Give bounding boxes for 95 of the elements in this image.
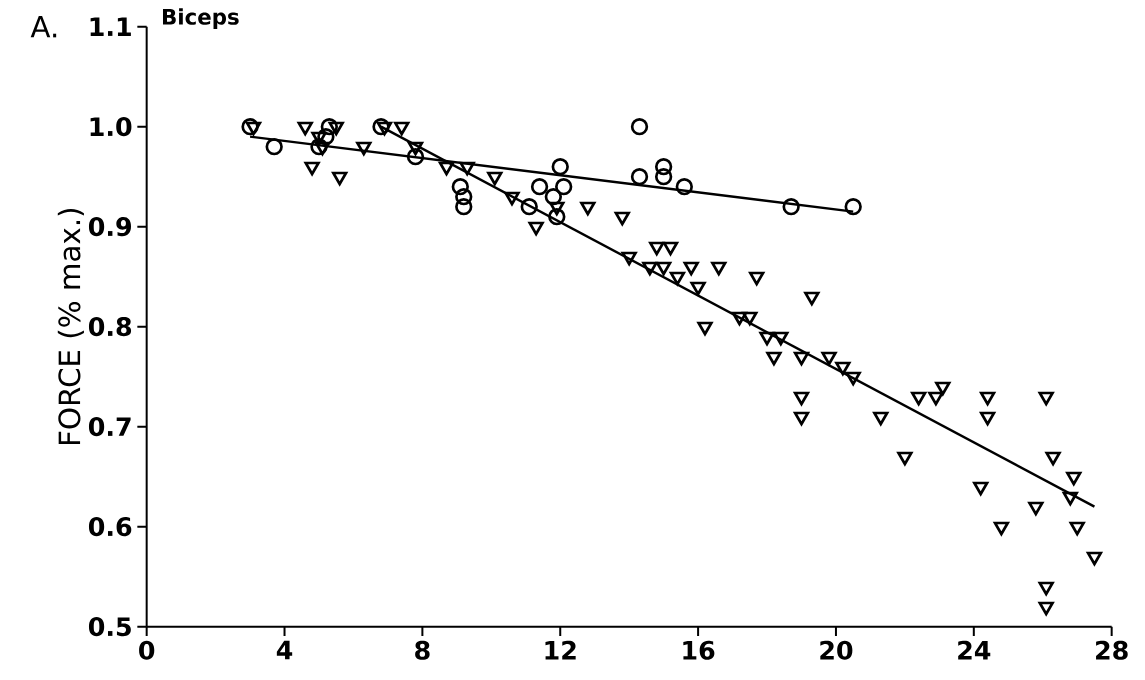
point bbox=[544, 187, 563, 206]
point bbox=[993, 521, 1010, 536]
point bbox=[773, 331, 789, 346]
point bbox=[979, 391, 996, 406]
point bbox=[394, 121, 410, 136]
point bbox=[821, 351, 837, 366]
point bbox=[1038, 601, 1054, 616]
point bbox=[451, 177, 469, 196]
y-tick-label: 1.1 bbox=[90, 17, 131, 36]
point bbox=[297, 121, 313, 136]
y-tick-label: 0.6 bbox=[88, 517, 132, 537]
y-axis-title: FORCE (% max.) bbox=[57, 208, 84, 445]
point bbox=[459, 161, 475, 176]
point bbox=[520, 197, 538, 216]
point bbox=[504, 191, 520, 206]
point bbox=[697, 321, 713, 336]
point bbox=[766, 351, 782, 366]
point bbox=[845, 371, 861, 386]
point bbox=[804, 291, 820, 306]
point bbox=[654, 167, 673, 186]
y-tick-label: 0.5 bbox=[88, 617, 131, 637]
point bbox=[690, 281, 706, 296]
point bbox=[1066, 471, 1082, 486]
point bbox=[320, 117, 338, 136]
point bbox=[614, 211, 630, 226]
y-tick-label: 0.7 bbox=[88, 417, 131, 437]
point bbox=[372, 117, 390, 136]
point bbox=[528, 221, 544, 236]
x-tick-label: 4 bbox=[276, 640, 293, 660]
point bbox=[1069, 521, 1085, 536]
point bbox=[1062, 491, 1078, 506]
x-tick-label: 20 bbox=[820, 640, 853, 660]
x-tick-label: 12 bbox=[545, 640, 576, 660]
x-tick-label: 24 bbox=[958, 640, 991, 660]
x-tick-label: 16 bbox=[683, 640, 715, 660]
point bbox=[873, 411, 889, 426]
point bbox=[654, 157, 673, 176]
point bbox=[555, 177, 573, 196]
point bbox=[935, 381, 951, 396]
point bbox=[265, 137, 283, 156]
point bbox=[910, 391, 927, 406]
point bbox=[580, 201, 596, 216]
point bbox=[438, 161, 455, 176]
point bbox=[973, 481, 989, 496]
y-tick-label: 0.9 bbox=[88, 217, 132, 237]
text: A. bbox=[30, 15, 57, 38]
point bbox=[621, 251, 637, 266]
point bbox=[835, 361, 851, 376]
point bbox=[979, 411, 996, 426]
point bbox=[376, 121, 393, 136]
point bbox=[549, 201, 565, 216]
point bbox=[711, 261, 727, 276]
point bbox=[551, 157, 569, 176]
point bbox=[304, 161, 320, 176]
point bbox=[1038, 391, 1054, 406]
point bbox=[1086, 551, 1103, 566]
point bbox=[310, 137, 328, 156]
point bbox=[655, 261, 672, 276]
point bbox=[487, 171, 503, 186]
point bbox=[642, 261, 658, 276]
point bbox=[530, 177, 549, 196]
point bbox=[1028, 501, 1044, 516]
point bbox=[793, 391, 810, 406]
point bbox=[1038, 581, 1054, 596]
point bbox=[455, 197, 473, 216]
x-tick-label: 0 bbox=[139, 640, 155, 660]
chart-title: Biceps bbox=[162, 8, 239, 29]
point bbox=[793, 351, 810, 366]
x-tick-label: 28 bbox=[1096, 640, 1128, 660]
point bbox=[311, 131, 327, 146]
point bbox=[1045, 451, 1061, 466]
point bbox=[331, 171, 348, 186]
point bbox=[455, 187, 473, 206]
point bbox=[748, 271, 765, 286]
point bbox=[683, 261, 699, 276]
point bbox=[782, 197, 800, 216]
point bbox=[669, 271, 686, 286]
point bbox=[630, 167, 649, 186]
point bbox=[793, 411, 810, 426]
x-tick-label: 8 bbox=[415, 640, 430, 660]
point bbox=[928, 391, 944, 406]
point bbox=[742, 311, 758, 326]
point bbox=[675, 177, 693, 196]
y-tick-label: 1.0 bbox=[90, 117, 132, 137]
point bbox=[897, 451, 913, 466]
point bbox=[356, 141, 372, 156]
y-tick-label: 0.8 bbox=[88, 317, 132, 337]
point bbox=[407, 141, 424, 156]
point bbox=[548, 207, 566, 226]
point bbox=[759, 331, 775, 346]
point bbox=[662, 241, 679, 256]
point bbox=[844, 197, 862, 216]
point bbox=[630, 117, 649, 136]
point bbox=[406, 147, 425, 166]
point bbox=[649, 241, 665, 256]
